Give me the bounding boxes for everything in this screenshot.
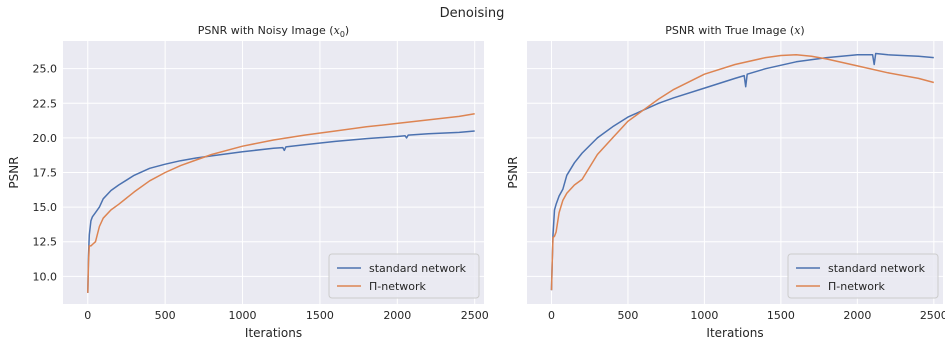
series-line-pi-network	[550, 54, 934, 291]
legend-entry: Π-network	[369, 280, 427, 293]
panel-title: PSNR with Noisy Image (x0)	[198, 24, 349, 39]
x-axis-label: Iterations	[245, 326, 302, 340]
y-tick-label: 17.5	[33, 167, 58, 180]
x-tick-label: 1500	[767, 309, 795, 322]
legend-entry: standard network	[369, 262, 467, 275]
x-tick-label: 1000	[229, 309, 257, 322]
x-tick-label: 2000	[383, 309, 411, 322]
panel-title: PSNR with True Image (x)	[665, 24, 804, 37]
figure-title: Denoising	[440, 6, 505, 21]
x-tick-label: 2500	[920, 309, 945, 322]
y-tick-label: 22.5	[33, 97, 58, 110]
legend-frame	[787, 253, 939, 299]
legend: standard network Π-network	[787, 253, 939, 299]
x-tick-label: 2500	[461, 309, 489, 322]
legend-entry: Π-network	[828, 280, 886, 293]
y-axis-label: PSNR	[506, 156, 520, 188]
x-tick-label: 1000	[690, 309, 718, 322]
series-line-standard-network	[87, 130, 475, 293]
x-axis-label: Iterations	[706, 326, 763, 340]
x-tick-label: 1500	[306, 309, 334, 322]
x-tick-label: 0	[84, 309, 91, 322]
y-tick-label: 20.0	[33, 132, 58, 145]
y-tick-label: 15.0	[33, 201, 58, 214]
y-axis-label: PSNR	[7, 156, 21, 188]
panel-noisy-image: 10.0 12.5 15.0 17.5 20.0 22.5 25.0 0 500 1000 1500…	[7, 24, 489, 340]
x-tick-label: 500	[155, 309, 176, 322]
legend-entry: standard network	[828, 262, 926, 275]
y-tick-label: 10.0	[33, 270, 58, 283]
legend: standard network Π-network	[328, 253, 480, 299]
series-line-pi-network	[87, 112, 475, 293]
x-tick-label: 2000	[843, 309, 871, 322]
panel-true-image: 0 500 1000 1500 2000 2500 PSNR with True Image…	[506, 24, 945, 340]
x-tick-label: 500	[617, 309, 638, 322]
y-tick-label: 12.5	[33, 236, 58, 249]
legend-frame	[328, 253, 480, 299]
x-tick-label: 0	[548, 309, 555, 322]
series-line-standard-network	[550, 52, 934, 291]
y-tick-label: 25.0	[33, 63, 58, 76]
